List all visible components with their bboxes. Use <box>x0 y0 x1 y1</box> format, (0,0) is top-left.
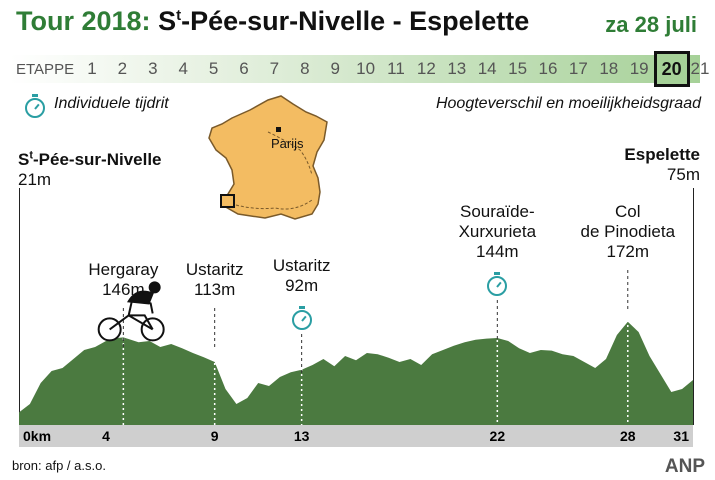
waypoint-label-line: Ustaritz <box>185 260 244 279</box>
start-name-rest: -Pée-sur-Nivelle <box>33 149 162 169</box>
stage-number-9: 9 <box>330 59 340 78</box>
waypoint-label-line: Xurxurieta <box>458 222 537 241</box>
stage-number-16: 16 <box>538 59 558 78</box>
title-route-rest: -Pée-sur-Nivelle - Espelette <box>181 6 530 36</box>
source-credit: bron: afp / a.s.o. <box>12 458 106 473</box>
stage-number-21: 21 <box>690 59 710 78</box>
finish-label: Espelette 75m <box>624 145 700 185</box>
start-elevation: 21m <box>18 169 52 189</box>
waypoint-label: Ustaritz 92m <box>273 256 331 296</box>
stopwatch-icon <box>487 272 508 296</box>
km-tick-label: 4 <box>102 428 110 444</box>
title-start-sup: t <box>176 7 182 24</box>
stage-number-12: 12 <box>416 59 436 78</box>
stopwatch-icon <box>291 306 312 330</box>
km-axis-band <box>19 425 693 447</box>
km-tick-label: 9 <box>211 428 219 444</box>
stage-number-20: 20 <box>653 51 690 87</box>
waypoint-label-line: Souraïde- <box>459 202 535 221</box>
waypoint-label: Hergaray 146m <box>88 260 158 300</box>
stage-number-17: 17 <box>568 59 588 78</box>
stage-number-4: 4 <box>178 59 188 78</box>
waypoint-label-line: de Pinodieta <box>580 222 676 241</box>
legend-profile-caption: Hoogteverschil en moeilijkheidsgraad <box>435 95 701 112</box>
elevation-profile-area <box>19 321 693 425</box>
finish-name: Espelette <box>624 145 700 164</box>
stage-bar <box>10 55 700 83</box>
stage-number-14: 14 <box>477 59 497 78</box>
start-name-sup: t <box>29 149 34 161</box>
title-prefix: Tour 2018: <box>16 6 151 36</box>
waypoint-label-line: 92m <box>285 276 319 295</box>
chart-layer: 0km 4 9 13 22 28 31 <box>19 270 693 447</box>
finish-elevation: 75m <box>666 165 700 184</box>
waypoint-label-line: 146m <box>102 280 145 299</box>
title-route: St-Pée-sur-Nivelle - Espelette <box>158 6 529 36</box>
waypoint-label-line: 172m <box>606 242 650 261</box>
waypoint-label-line: 113m <box>194 280 236 299</box>
stage-number-10: 10 <box>356 59 376 78</box>
waypoint-label-line: Hergaray <box>88 260 159 279</box>
cyclist-icon <box>97 281 165 342</box>
start-label: St-Pée-sur-Nivelle 21m <box>18 145 162 190</box>
waypoint-label-line: Ustaritz <box>272 256 331 275</box>
stage-number-5: 5 <box>208 59 219 78</box>
stage-number-19: 19 <box>629 59 649 78</box>
stage-number-13: 13 <box>447 59 467 78</box>
stage-bar-label: ETAPPE <box>16 61 75 78</box>
legend-time-trial: Individuele tijdrit <box>54 95 169 112</box>
start-name: St-Pée-sur-Nivelle <box>18 149 162 169</box>
stage-number-18: 18 <box>599 59 619 78</box>
stopwatch-icon <box>25 94 45 118</box>
finish-line <box>693 188 694 425</box>
stage-number-2: 2 <box>117 59 128 78</box>
km-tick-label: 22 <box>490 428 506 444</box>
waypoint-label: Col de Pinodieta 172m <box>581 202 676 262</box>
km-tick-label: 13 <box>294 428 310 444</box>
stage-number-7: 7 <box>269 59 280 78</box>
stage-number-6: 6 <box>239 59 249 78</box>
stage-date: za 28 juli <box>605 12 697 37</box>
stage-number-15: 15 <box>508 59 528 78</box>
title-start-base: S <box>158 6 177 36</box>
waypoint-label: Ustaritz 113m <box>186 260 244 300</box>
stage-number-1: 1 <box>87 59 97 78</box>
waypoint-label-line: Col <box>615 202 641 221</box>
start-name-base: S <box>18 149 30 169</box>
km-tick-label: 28 <box>620 428 636 444</box>
stage-number-11: 11 <box>387 59 405 78</box>
km-tick-label: 0km <box>23 428 51 444</box>
stage-number-8: 8 <box>300 59 310 78</box>
waypoint-label: Souraïde- Xurxurieta 144m <box>459 202 536 262</box>
stage-number-3: 3 <box>148 59 158 78</box>
start-line <box>19 188 20 425</box>
km-tick-label: 31 <box>673 428 689 444</box>
waypoint-label-line: 144m <box>476 242 519 261</box>
anp-logo: ANP <box>664 456 705 477</box>
page-title: Tour 2018: St-Pée-sur-Nivelle - Espelett… <box>16 6 529 37</box>
